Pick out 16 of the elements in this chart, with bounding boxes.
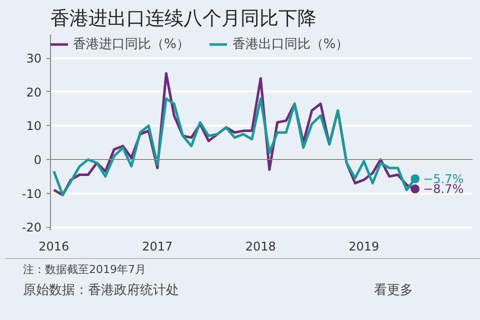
y-tick-label: 30 <box>26 52 42 66</box>
chart-title: 香港进出口连续八个月同比下降 <box>50 8 316 30</box>
y-tick-label: -20 <box>22 220 42 235</box>
y-tick-label: -10 <box>22 186 42 201</box>
x-tick-label: 2016 <box>38 240 70 254</box>
x-tick-label: 2018 <box>245 240 276 254</box>
text: 看更多 <box>373 282 413 300</box>
legend-label: 香港出口同比（%） <box>232 36 349 53</box>
y-tick-label: 0 <box>34 153 42 168</box>
x-tick-label: 2019 <box>348 240 380 254</box>
text: 原始数据：香港政府统计处 <box>23 282 180 300</box>
x-tick-label: 2017 <box>142 240 173 254</box>
y-tick-label: 20 <box>26 85 42 100</box>
y-tick-label: 10 <box>26 119 42 134</box>
text: 注：数据截至2019年7月 <box>22 262 147 278</box>
legend-label: 香港进口同比（%） <box>73 36 190 53</box>
